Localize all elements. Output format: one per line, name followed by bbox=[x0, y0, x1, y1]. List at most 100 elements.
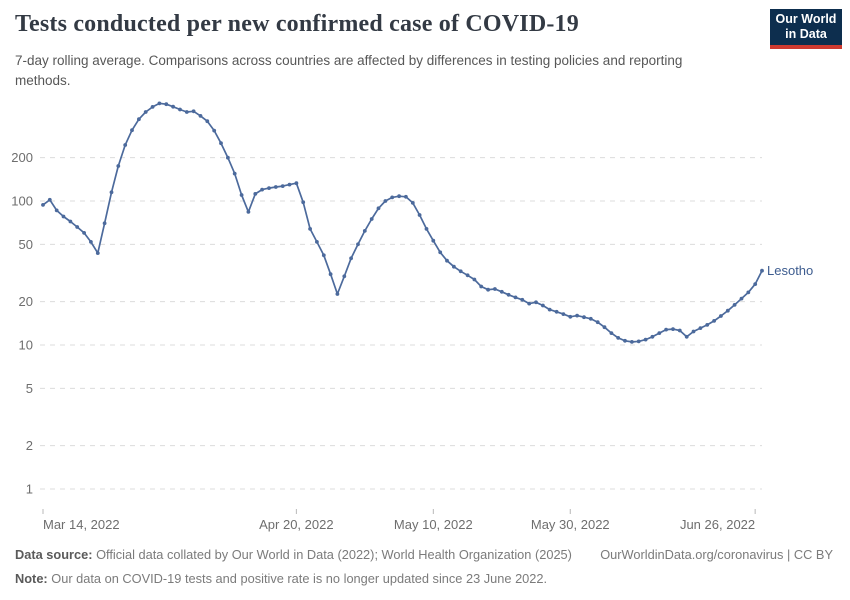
data-point-marker bbox=[335, 292, 340, 296]
data-point-marker bbox=[143, 110, 148, 114]
data-point-marker bbox=[725, 308, 730, 313]
data-point-marker bbox=[547, 307, 552, 312]
data-point-marker bbox=[308, 227, 312, 231]
chart-subtitle: 7-day rolling average. Comparisons acros… bbox=[15, 53, 683, 88]
data-point-marker bbox=[301, 200, 306, 205]
data-point-marker bbox=[705, 323, 710, 327]
data-point-marker bbox=[643, 337, 648, 342]
data-point-marker bbox=[253, 192, 258, 196]
data-point-marker bbox=[472, 277, 477, 282]
data-point-marker bbox=[458, 269, 463, 274]
data-point-marker bbox=[479, 284, 484, 289]
data-point-marker bbox=[205, 119, 210, 124]
data-point-marker bbox=[568, 314, 573, 319]
data-point-marker bbox=[267, 186, 271, 191]
data-point-marker bbox=[212, 128, 217, 133]
data-point-marker bbox=[424, 227, 429, 231]
data-point-marker bbox=[390, 195, 395, 200]
x-tick-label: May 10, 2022 bbox=[394, 517, 473, 532]
data-point-marker bbox=[760, 268, 764, 273]
data-point-marker bbox=[650, 334, 655, 339]
data-point-marker bbox=[130, 128, 134, 133]
owid-logo-line2: in Data bbox=[785, 27, 827, 41]
data-point-marker bbox=[452, 264, 456, 269]
x-tick-label: Apr 20, 2022 bbox=[259, 517, 333, 532]
data-point-marker bbox=[561, 312, 566, 316]
owid-logo[interactable]: Our World in Data bbox=[770, 9, 842, 49]
data-point-marker bbox=[116, 164, 121, 168]
data-point-marker bbox=[102, 221, 107, 226]
data-point-marker bbox=[698, 326, 703, 330]
data-point-marker bbox=[445, 258, 449, 263]
data-point-marker bbox=[554, 309, 559, 314]
data-point-marker bbox=[486, 287, 490, 292]
data-point-marker bbox=[575, 313, 579, 318]
data-point-marker bbox=[438, 250, 443, 255]
y-tick-label: 1 bbox=[26, 482, 33, 497]
data-point-marker bbox=[342, 274, 347, 279]
data-point-marker bbox=[356, 242, 360, 247]
data-point-marker bbox=[657, 331, 662, 335]
data-point-marker bbox=[369, 217, 374, 221]
data-point-marker bbox=[41, 203, 45, 207]
data-point-marker bbox=[273, 185, 278, 189]
page-title: Tests conducted per new confirmed case o… bbox=[15, 11, 579, 37]
data-point-marker bbox=[226, 155, 230, 160]
data-point-marker bbox=[506, 292, 511, 297]
data-point-marker bbox=[397, 194, 401, 199]
data-point-marker bbox=[123, 143, 128, 147]
owid-link[interactable]: OurWorldinData.org/coronavirus | CC BY bbox=[600, 547, 833, 562]
y-tick-label: 2 bbox=[26, 438, 33, 453]
y-tick-label: 10 bbox=[19, 338, 33, 353]
data-point-marker bbox=[321, 253, 326, 258]
data-point-marker bbox=[465, 273, 470, 278]
data-point-marker bbox=[109, 190, 114, 195]
y-tick-label: 100 bbox=[11, 194, 33, 209]
data-point-marker bbox=[410, 201, 415, 205]
data-point-marker bbox=[602, 325, 607, 330]
data-point-marker bbox=[349, 256, 353, 261]
data-point-marker bbox=[239, 193, 244, 197]
x-tick-label: May 30, 2022 bbox=[531, 517, 610, 532]
data-point-marker bbox=[157, 101, 162, 106]
note-text: Note: Our data on COVID-19 tests and pos… bbox=[15, 571, 548, 586]
data-point-marker bbox=[684, 334, 689, 339]
data-point-marker bbox=[219, 141, 223, 146]
data-point-marker bbox=[383, 199, 388, 203]
data-point-marker bbox=[89, 240, 93, 244]
data-point-marker bbox=[664, 327, 668, 332]
y-tick-label: 20 bbox=[19, 294, 33, 309]
data-point-marker bbox=[171, 104, 176, 109]
data-point-marker bbox=[280, 184, 285, 189]
data-point-marker bbox=[527, 301, 532, 306]
data-point-marker bbox=[739, 296, 744, 301]
data-point-marker bbox=[712, 319, 716, 323]
data-source-label: Data source: bbox=[15, 547, 93, 562]
data-point-marker bbox=[520, 297, 525, 302]
data-point-marker bbox=[534, 300, 538, 305]
data-point-marker bbox=[191, 109, 196, 114]
data-point-marker bbox=[315, 240, 319, 244]
y-tick-label: 5 bbox=[26, 381, 33, 396]
data-point-marker bbox=[287, 182, 292, 187]
data-point-marker bbox=[691, 329, 696, 334]
data-point-marker bbox=[137, 117, 141, 122]
y-tick-label: 50 bbox=[19, 237, 33, 252]
y-tick-label: 200 bbox=[11, 150, 33, 165]
data-point-marker bbox=[623, 338, 627, 343]
series-end-label[interactable]: Lesotho bbox=[767, 263, 813, 278]
data-point-marker bbox=[82, 231, 86, 235]
data-point-marker bbox=[404, 194, 408, 199]
data-point-marker bbox=[719, 314, 723, 318]
data-point-marker bbox=[47, 197, 52, 202]
x-tick-label: Mar 14, 2022 bbox=[43, 517, 120, 532]
data-point-marker bbox=[541, 303, 545, 308]
data-point-marker bbox=[595, 320, 600, 325]
series-line-lesotho[interactable] bbox=[42, 102, 763, 343]
data-point-marker bbox=[582, 315, 586, 320]
data-point-marker bbox=[732, 303, 737, 307]
note-label: Note: bbox=[15, 571, 48, 586]
data-point-marker bbox=[95, 251, 100, 256]
